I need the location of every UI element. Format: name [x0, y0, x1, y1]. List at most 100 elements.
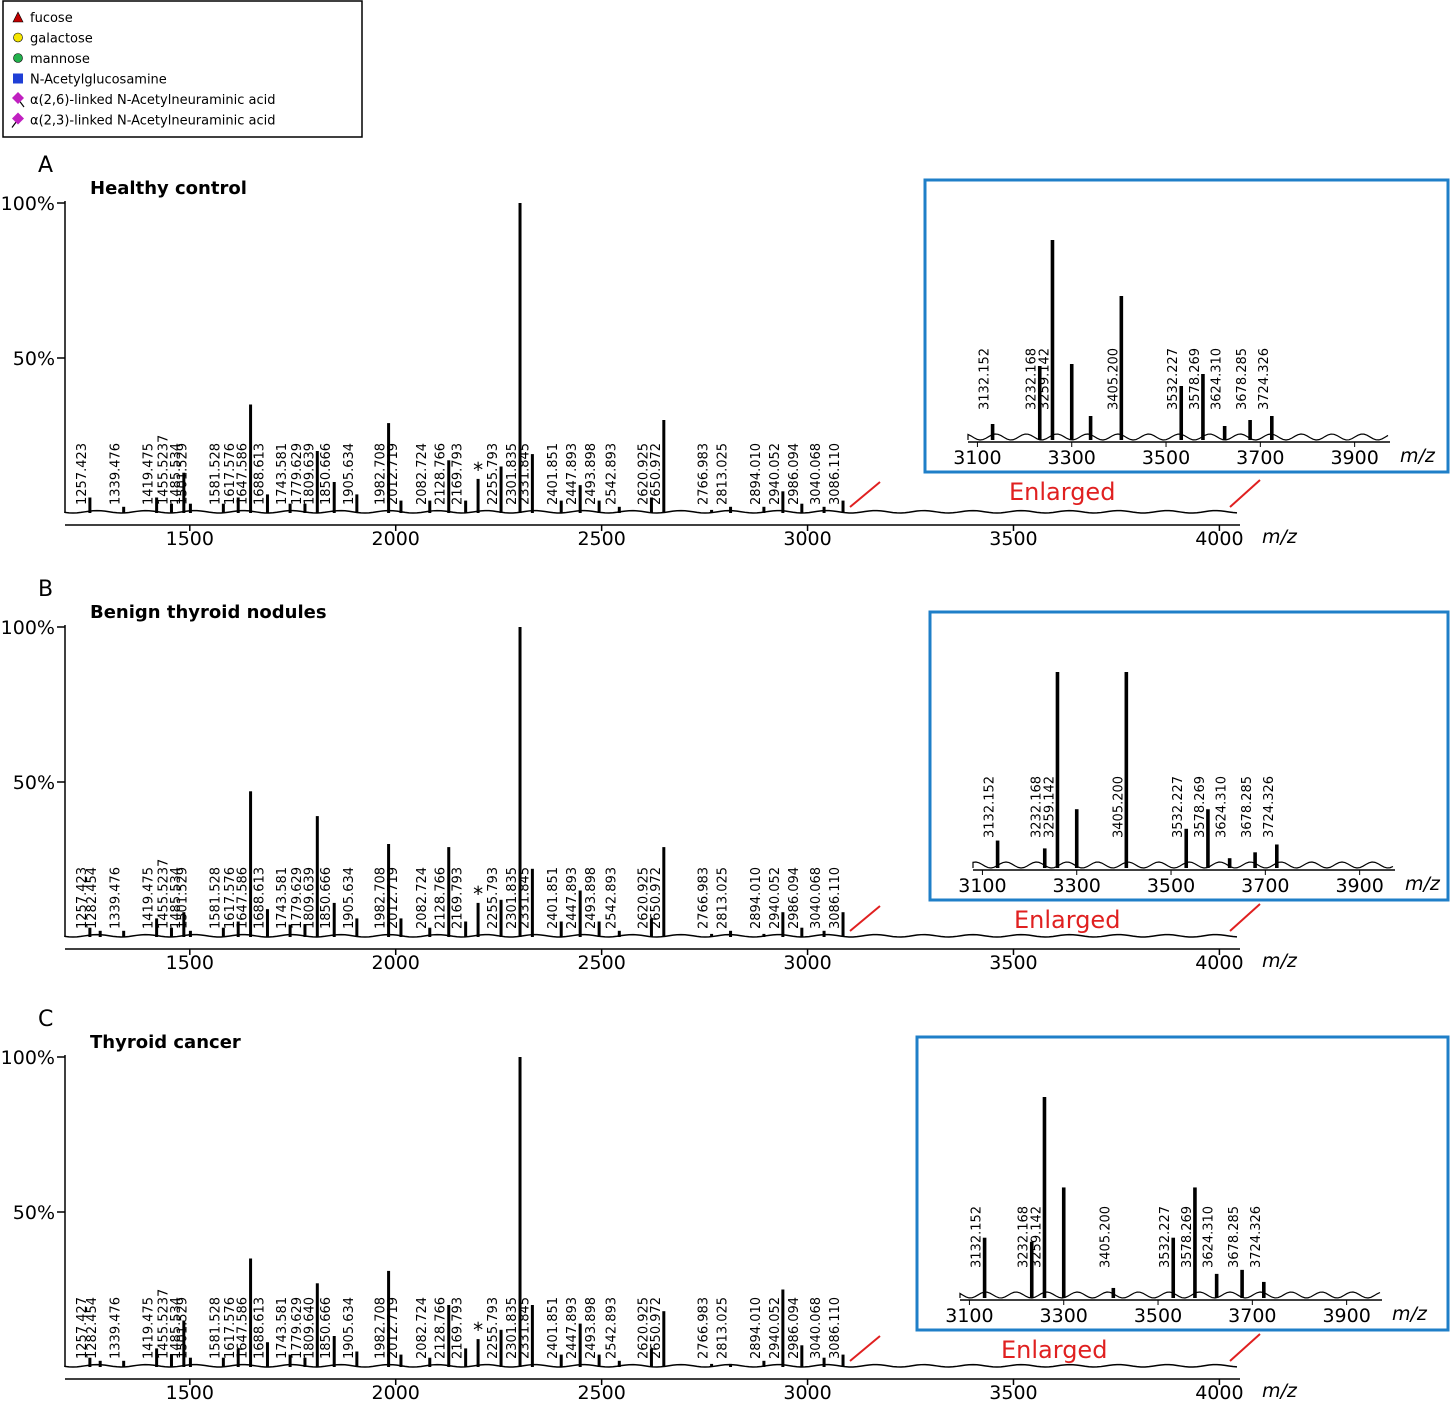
peak [155, 497, 159, 513]
inset-peak-label: 3232.168 [1025, 348, 1040, 410]
peak-label: 1688.613 [252, 867, 267, 929]
inset-peak [990, 424, 995, 440]
peak [559, 500, 563, 513]
peak [841, 1354, 845, 1367]
peak [476, 902, 480, 937]
x-tick-label: 3500 [989, 528, 1037, 550]
peak [662, 1311, 666, 1367]
inset-peak-label: 3624.310 [1215, 776, 1230, 838]
peak-label: 2940.052 [768, 867, 783, 929]
y-tick-label: 50% [13, 348, 55, 370]
peak [530, 454, 534, 513]
legend-symbol [12, 11, 24, 23]
peak-label: 3086.110 [828, 1297, 843, 1359]
inset-peak-label: 3678.285 [1240, 776, 1255, 838]
peak [464, 1348, 468, 1367]
zoom-slash [1229, 1333, 1261, 1362]
peak [447, 460, 451, 513]
inset-peak [1253, 852, 1257, 868]
peak [265, 1342, 269, 1367]
x-axis-label: m/z [1262, 950, 1298, 972]
peak-label: 1779.629 [290, 1297, 305, 1359]
peak-label: 1905.634 [342, 1297, 357, 1359]
y-tick-label: 100% [1, 193, 55, 215]
peak-label: 2012.719 [386, 443, 401, 505]
inset-peak-label: 3259.142 [1037, 348, 1052, 410]
peak-label: 2986.094 [787, 443, 802, 505]
peak [122, 506, 126, 513]
peak [762, 1360, 766, 1367]
peak [332, 902, 336, 937]
peak [188, 1357, 192, 1367]
inset-peak-label: 3578.269 [1193, 776, 1208, 838]
inset-x-tick-label: 3500 [1142, 447, 1190, 469]
peak-label: 2493.898 [584, 443, 599, 505]
inset-peak [1270, 416, 1274, 440]
peak-label: 1581.528 [208, 867, 223, 929]
peak-label: 2894.010 [749, 867, 764, 929]
peak-label: 1282.454 [85, 867, 100, 929]
inset-peak [1275, 844, 1279, 868]
peak [518, 1057, 522, 1367]
peak [88, 927, 92, 937]
peak-label: 1282.454 [85, 1297, 100, 1359]
peak [617, 506, 621, 513]
inset-peak [1193, 1187, 1197, 1298]
peak-label: 1485.534 [169, 443, 184, 505]
peak-label: 2255.793 [486, 443, 501, 505]
peak [710, 509, 714, 513]
legend-symbol [12, 92, 24, 104]
inset-x-tick-label: 3300 [1040, 1305, 1088, 1327]
peak [499, 1329, 503, 1367]
peak [578, 890, 582, 937]
inset-peak-label: 3578.269 [1180, 1206, 1195, 1268]
peak-label: 1501.529 [175, 1297, 190, 1359]
inset-peak [995, 840, 1000, 868]
x-tick-label: 3000 [783, 528, 831, 550]
peak-label: 1688.613 [252, 1297, 267, 1359]
x-tick-label: 4000 [1195, 952, 1243, 974]
inset-baseline [967, 433, 1389, 441]
peak [578, 485, 582, 513]
x-tick-label: 2000 [372, 1382, 420, 1404]
peak [288, 924, 292, 937]
inset-peak [1119, 296, 1124, 440]
peak [530, 1305, 534, 1367]
peak [88, 497, 92, 513]
inset-baseline [972, 861, 1394, 869]
peak-label: 1809.639 [302, 867, 317, 929]
peak-label: 2331.845 [517, 1297, 532, 1359]
peak-label: 2401.851 [546, 443, 561, 505]
peak [221, 1357, 225, 1367]
peak-label: 3040.068 [809, 443, 824, 505]
peak-label: 1647.586 [236, 443, 251, 505]
peak [288, 503, 292, 513]
peak [155, 918, 159, 937]
inset-peak-label: 3232.168 [1030, 776, 1045, 838]
peak [265, 909, 269, 937]
peak-label: 1581.528 [208, 443, 223, 505]
peak [182, 1320, 186, 1367]
peak [597, 1354, 601, 1367]
peak-label: 2894.010 [749, 1297, 764, 1359]
peak-label: 1419.475 [142, 1297, 157, 1359]
peak [781, 1289, 785, 1367]
inset-box [915, 1035, 1450, 1332]
peak-label: 2082.724 [415, 443, 430, 505]
inset-peak-label: 3405.200 [1111, 776, 1126, 838]
inset-peak [1227, 858, 1232, 868]
peak-label: 1419.475 [142, 443, 157, 505]
inset-peak [1029, 1241, 1034, 1298]
peak [428, 927, 432, 937]
peak [447, 1305, 451, 1367]
peak-label: 2766.983 [697, 867, 712, 929]
peak [249, 1258, 253, 1367]
peak-marker: * [473, 1318, 483, 1342]
legend-label: α(2,6)-linked N-Acetylneuraminic acid [30, 93, 276, 108]
peak [710, 1363, 714, 1367]
peak-label: 2012.719 [386, 1297, 401, 1359]
peak [188, 503, 192, 513]
peak-label: 2301.835 [505, 867, 520, 929]
inset-baseline [959, 1291, 1381, 1299]
inset-peak [1061, 1187, 1066, 1298]
